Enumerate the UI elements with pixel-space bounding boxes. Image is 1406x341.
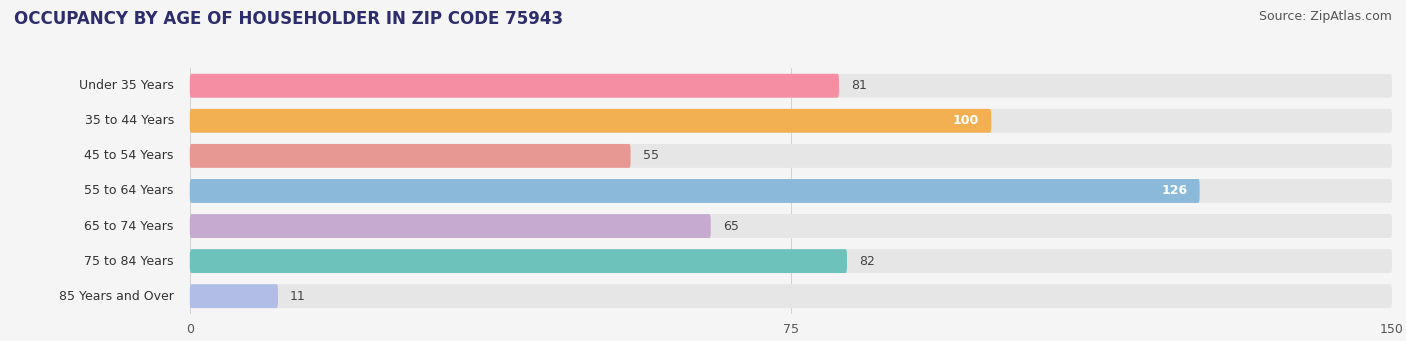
- Text: 55: 55: [643, 149, 658, 162]
- Text: 82: 82: [859, 255, 875, 268]
- Text: 75 to 84 Years: 75 to 84 Years: [84, 255, 174, 268]
- FancyBboxPatch shape: [190, 144, 631, 168]
- Text: Under 35 Years: Under 35 Years: [79, 79, 174, 92]
- FancyBboxPatch shape: [190, 109, 1392, 133]
- Text: Source: ZipAtlas.com: Source: ZipAtlas.com: [1258, 10, 1392, 23]
- Text: 100: 100: [953, 114, 979, 127]
- Text: 55 to 64 Years: 55 to 64 Years: [84, 184, 174, 197]
- Text: 45 to 54 Years: 45 to 54 Years: [84, 149, 174, 162]
- FancyBboxPatch shape: [190, 179, 1392, 203]
- Text: 126: 126: [1161, 184, 1188, 197]
- FancyBboxPatch shape: [190, 249, 1392, 273]
- Text: 65 to 74 Years: 65 to 74 Years: [84, 220, 174, 233]
- FancyBboxPatch shape: [190, 74, 839, 98]
- Text: 35 to 44 Years: 35 to 44 Years: [84, 114, 174, 127]
- FancyBboxPatch shape: [190, 284, 278, 308]
- Text: 11: 11: [290, 290, 305, 303]
- Text: 65: 65: [723, 220, 738, 233]
- Text: 81: 81: [851, 79, 868, 92]
- FancyBboxPatch shape: [190, 214, 710, 238]
- FancyBboxPatch shape: [190, 214, 1392, 238]
- FancyBboxPatch shape: [190, 74, 1392, 98]
- FancyBboxPatch shape: [190, 109, 991, 133]
- Text: 85 Years and Over: 85 Years and Over: [59, 290, 174, 303]
- FancyBboxPatch shape: [190, 144, 1392, 168]
- FancyBboxPatch shape: [190, 179, 1199, 203]
- FancyBboxPatch shape: [190, 249, 846, 273]
- Text: OCCUPANCY BY AGE OF HOUSEHOLDER IN ZIP CODE 75943: OCCUPANCY BY AGE OF HOUSEHOLDER IN ZIP C…: [14, 10, 564, 28]
- FancyBboxPatch shape: [190, 284, 1392, 308]
